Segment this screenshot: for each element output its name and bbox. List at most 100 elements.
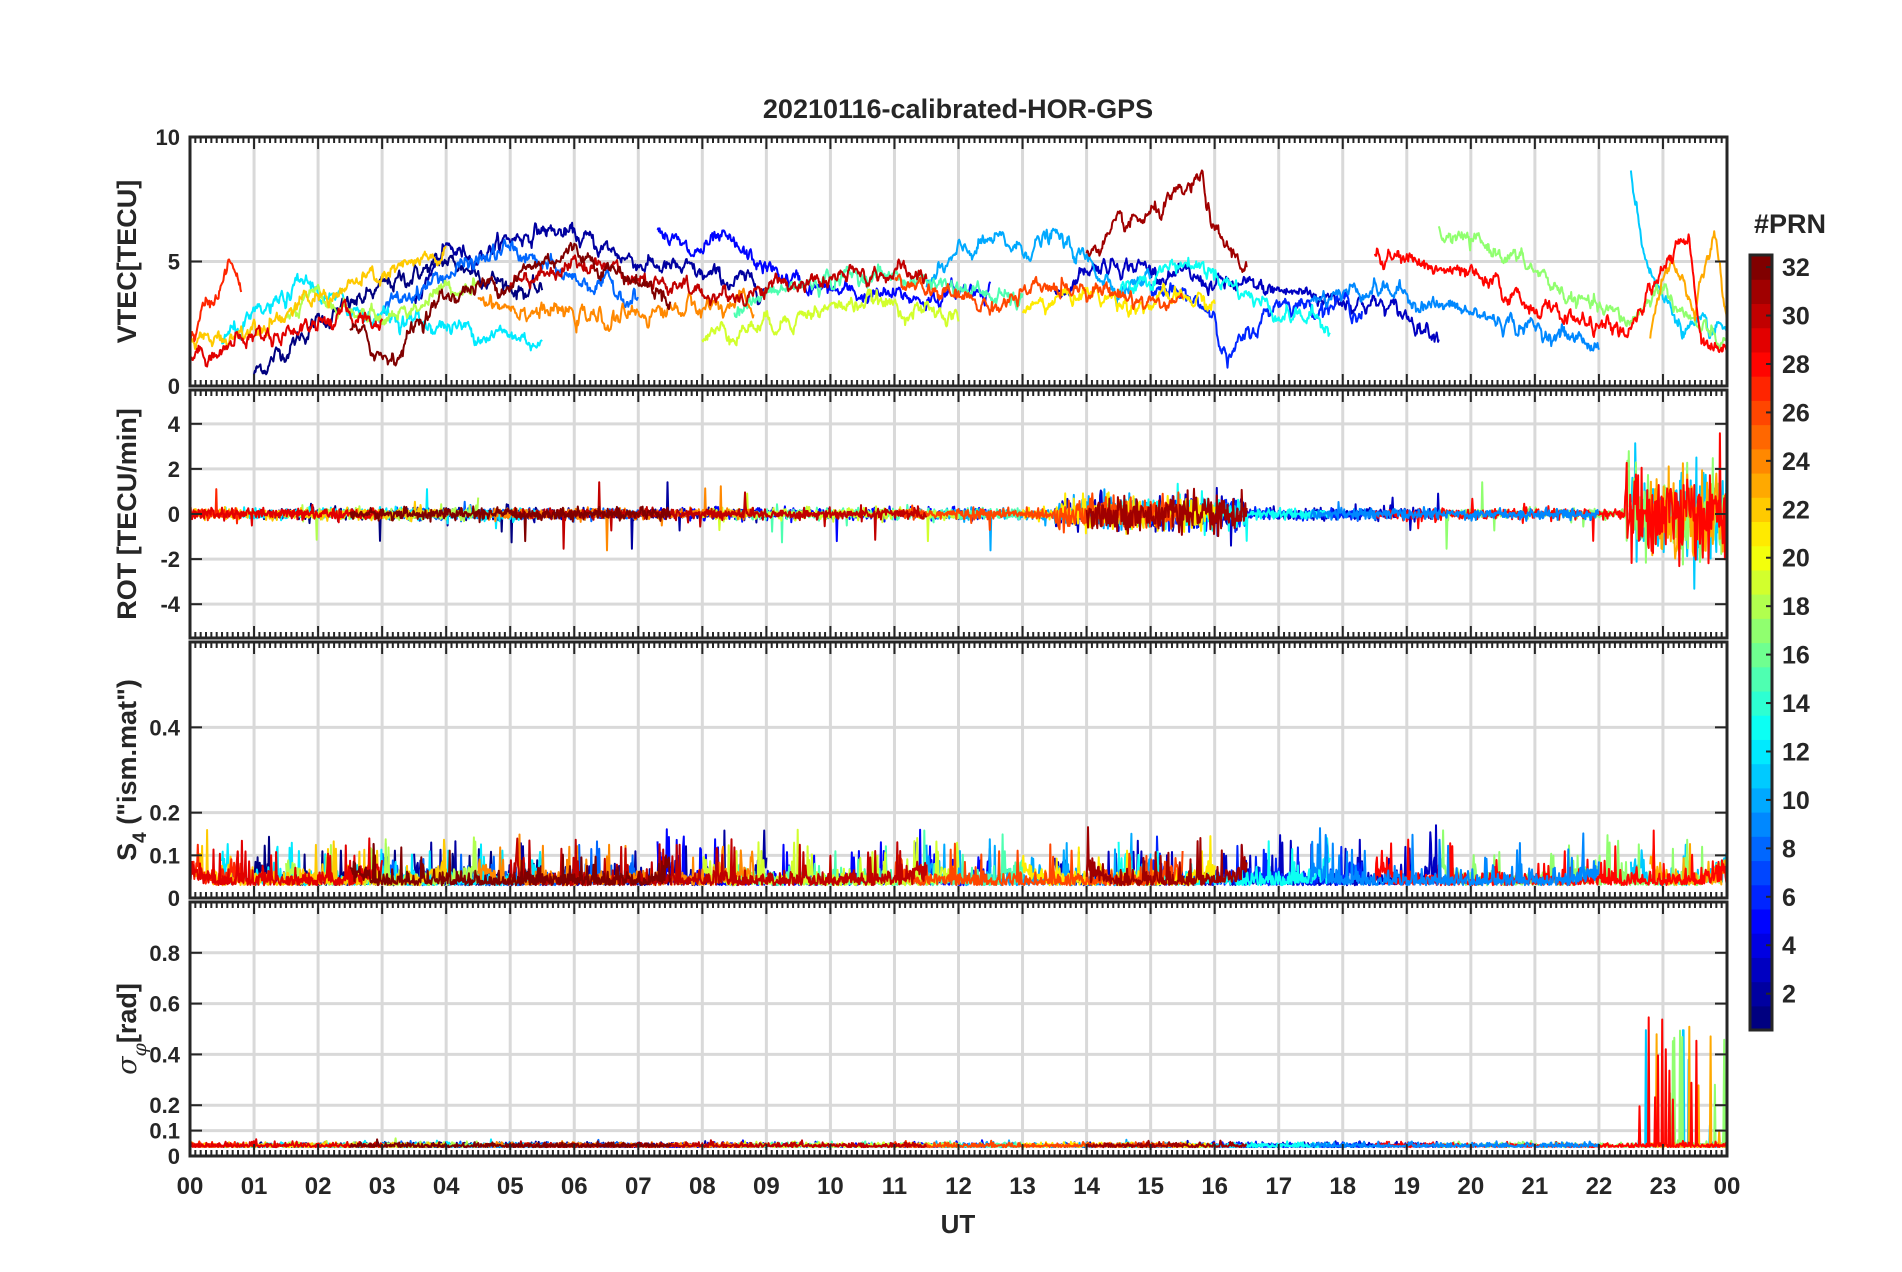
vtec-line-prn-10 <box>925 227 1152 307</box>
colorbar-segment <box>1750 690 1772 716</box>
colorbar-segment <box>1750 569 1772 595</box>
colorbar-tick-label: 2 <box>1782 981 1796 1009</box>
colorbar-tick-label: 22 <box>1782 496 1810 524</box>
vtec-line-prn-26 <box>894 273 1184 316</box>
x-tick-label: 10 <box>817 1173 844 1200</box>
sigma-ytick-label: 0.2 <box>149 1093 180 1118</box>
rot-series <box>190 432 1727 590</box>
x-tick-label: 12 <box>945 1173 972 1200</box>
colorbar-segment <box>1750 666 1772 692</box>
colorbar-segment <box>1750 594 1772 619</box>
rot-line-prn-28 <box>1373 432 1727 568</box>
sigma-ticks <box>189 902 1728 1157</box>
x-tick-label: 03 <box>369 1173 396 1200</box>
panel-vtec: 0 5 10 VTEC[TECU] <box>112 125 1729 399</box>
vtec-series <box>190 169 1727 376</box>
colorbar-tick-label: 12 <box>1782 738 1810 766</box>
rot-ytick-label: 2 <box>168 457 180 482</box>
vtec-ticks <box>189 136 1728 387</box>
rot-ytick-label: -2 <box>160 547 180 572</box>
colorbar-segment <box>1750 521 1772 547</box>
colorbar-tick-label: 18 <box>1782 593 1810 621</box>
sigma-line-prn-9 <box>1309 1140 1600 1149</box>
vtec-line-prn-27 <box>190 258 243 343</box>
x-tick-label: 22 <box>1586 1173 1613 1200</box>
x-tick-label: 20 <box>1457 1173 1484 1200</box>
s4-line-prn-9 <box>1309 827 1600 887</box>
rot-line-prn-9 <box>1309 501 1600 522</box>
s4-series <box>190 824 1727 887</box>
colorbar-segment <box>1750 618 1772 644</box>
colorbar-segment <box>1750 1005 1772 1031</box>
colorbar-tick-label: 8 <box>1782 835 1796 863</box>
vtec-line-prn-32 <box>349 241 672 367</box>
colorbar-segment <box>1750 351 1772 377</box>
vtec-line-prn-8 <box>381 238 639 314</box>
vtec-ytick-label: 5 <box>168 250 180 275</box>
vtec-line-prn-17 <box>1437 225 1727 351</box>
colorbar-segment <box>1750 884 1772 910</box>
vtec-line-prn-9 <box>1309 277 1600 352</box>
colorbar-tick-label: 14 <box>1782 690 1810 718</box>
sigma-line-prn-31 <box>1085 1139 1248 1149</box>
colorbar-segment <box>1750 497 1772 523</box>
colorbar-tick-label: 10 <box>1782 787 1810 815</box>
colorbar-tick-label: 4 <box>1782 932 1796 960</box>
colorbar-tick-label: 24 <box>1782 448 1810 476</box>
vtec-line-prn-12 <box>221 272 543 352</box>
panel-sigma: 00.10.2 0.4 0.6 0.8 σφ[rad] <box>112 900 1729 1169</box>
vtec-ytick-label: 10 <box>156 125 180 150</box>
colorbar-tick-label: 26 <box>1782 399 1810 427</box>
colorbar-segment <box>1750 279 1772 305</box>
colorbar-segment <box>1750 545 1772 571</box>
x-tick-label: 02 <box>305 1173 332 1200</box>
colorbar-tick-label: 16 <box>1782 642 1810 670</box>
colorbar-segment <box>1750 715 1772 740</box>
s4-ytick-label: 0.4 <box>149 715 180 740</box>
vtec-line-prn-13 <box>1117 256 1331 337</box>
rot-ytick-label: 0 <box>168 502 180 527</box>
vtec-line-prn-29 <box>190 298 384 368</box>
x-tick-label: 16 <box>1201 1173 1228 1200</box>
x-tick-label: 23 <box>1650 1173 1677 1200</box>
x-tick-label: 09 <box>753 1173 780 1200</box>
colorbar-segment <box>1750 424 1772 450</box>
sigma-ylabel-rest: [rad] <box>112 983 142 1043</box>
x-tick-label: 21 <box>1522 1173 1549 1200</box>
x-tick-label: 14 <box>1073 1173 1100 1200</box>
s4-ytick-label: 0 <box>168 886 180 911</box>
rot-line-prn-32 <box>349 505 672 543</box>
x-axis-label: UT <box>941 1209 976 1239</box>
rot-line-prn-31 <box>1085 487 1248 538</box>
x-tick-label: 13 <box>1009 1173 1036 1200</box>
colorbar-segment <box>1750 642 1772 668</box>
vtec-line-prn-22 <box>190 245 447 350</box>
sigma-ytick-label: 0 <box>168 1144 180 1169</box>
vtec-line-prn-23 <box>1649 230 1727 339</box>
vtec-line-prn-21 <box>1021 282 1216 318</box>
s4-ytick-label: 0.2 <box>149 801 180 826</box>
panel-s4: 00.10.20.4S4 ("ism.mat") <box>112 640 1729 911</box>
x-tick-label: 07 <box>625 1173 652 1200</box>
x-tick-label: 19 <box>1393 1173 1420 1200</box>
vtec-line-prn-2 <box>413 221 768 306</box>
colorbar-segment <box>1750 812 1772 837</box>
sigma-ytick-label: 0.8 <box>149 941 180 966</box>
panel-rot: -4 -2 0 2 4 ROT [TECU/min] <box>112 388 1729 640</box>
colorbar-segment <box>1750 836 1772 862</box>
colorbar-segment <box>1750 327 1772 353</box>
x-tick-label: 15 <box>1137 1173 1164 1200</box>
s4-line-prn-31 <box>1085 826 1248 887</box>
x-tick-label: 08 <box>689 1173 716 1200</box>
rot-ylabel: ROT [TECU/min] <box>112 408 142 619</box>
rot-ticks <box>189 390 1728 638</box>
s4-ylabel-main: S <box>112 843 142 861</box>
x-tick-label: 05 <box>497 1173 524 1200</box>
sigma-ylabel-main: σ <box>112 1055 143 1075</box>
sigma-ytick-label: 0.4 <box>149 1042 180 1067</box>
x-tick-label: 11 <box>882 1173 907 1200</box>
vtec-ytick-label: 0 <box>168 374 180 399</box>
vtec-line-prn-1 <box>253 252 544 376</box>
colorbar-segment <box>1750 472 1772 498</box>
x-tick-label: 00 <box>177 1173 204 1200</box>
